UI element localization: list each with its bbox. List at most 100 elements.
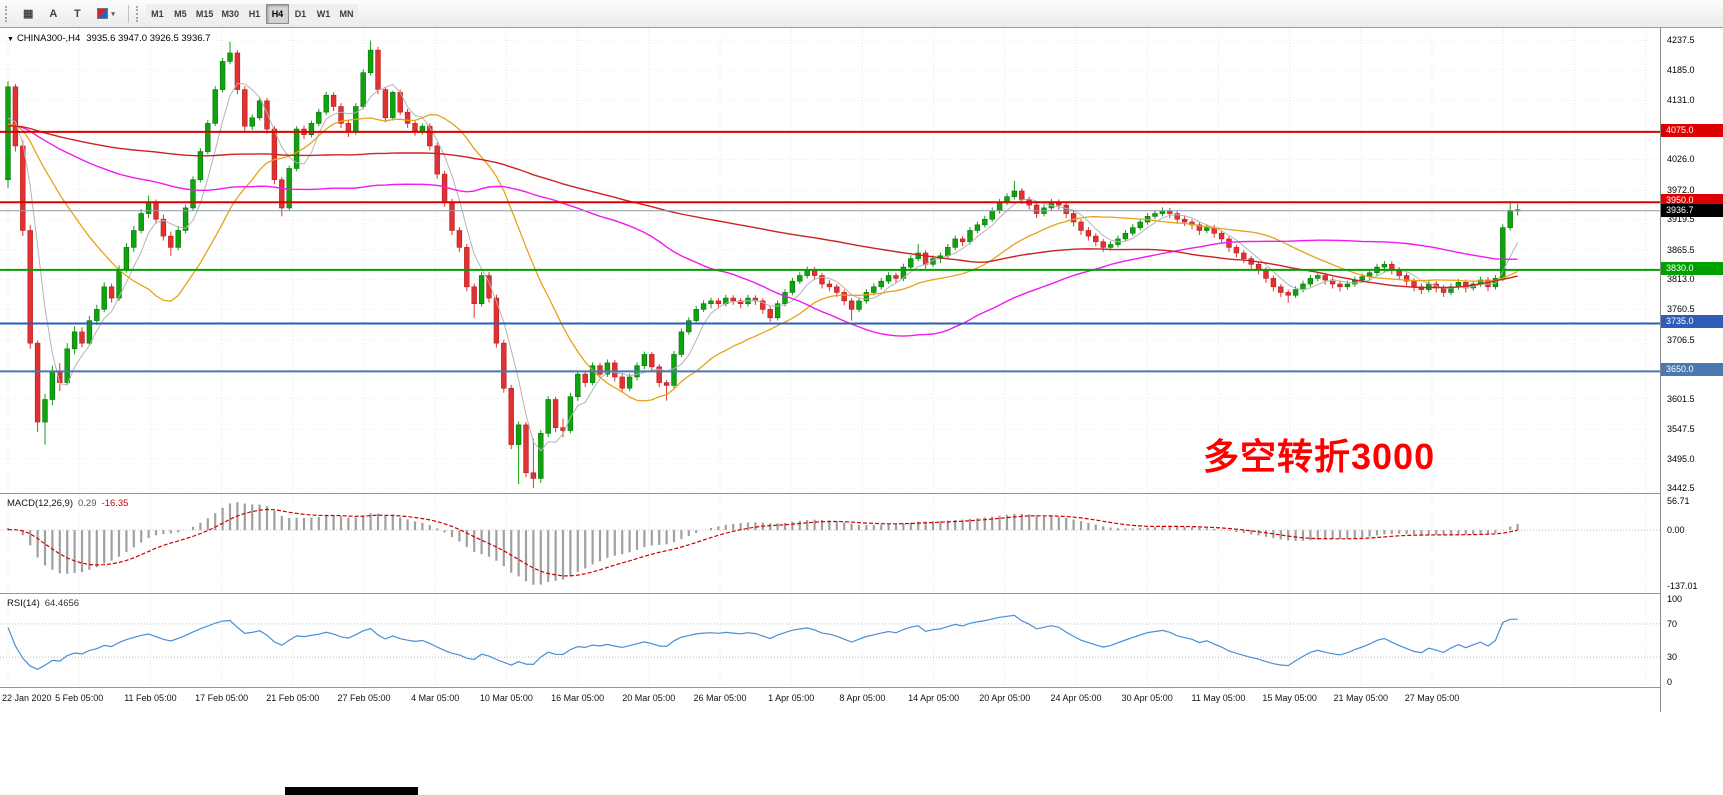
- time-tick: 27 May 05:00: [1404, 693, 1460, 703]
- price-line-badge: 3830.0: [1661, 261, 1723, 275]
- price-line-badge: 4075.0: [1661, 123, 1723, 137]
- time-tick: 21 Feb 05:00: [266, 693, 320, 703]
- time-tick: 4 Mar 05:00: [411, 693, 460, 703]
- price-tick: 3813.0: [1667, 274, 1695, 285]
- rsi-canvas[interactable]: [0, 594, 1660, 687]
- main-chart-canvas[interactable]: [0, 28, 1660, 493]
- time-tick: 21 May 05:00: [1333, 693, 1389, 703]
- rsi-axis-label: 30: [1667, 652, 1678, 663]
- timeframe-button-w1[interactable]: W1: [311, 3, 335, 24]
- time-tick: 11 May 05:00: [1191, 693, 1246, 703]
- time-tick: 1 Apr 05:00: [768, 693, 815, 703]
- price-tick: 4237.5: [1667, 35, 1695, 46]
- time-axis[interactable]: 22 Jan 2020 5 Feb 05:00 11 Feb 05:00 17 Feb…: [0, 688, 1660, 712]
- macd-axis-label: 56.71: [1667, 496, 1690, 506]
- chevron-down-icon: ▾: [111, 10, 115, 18]
- macd-signal-line: [8, 508, 1518, 577]
- timeframe-button-h1[interactable]: H1: [242, 3, 266, 24]
- draw-color-button[interactable]: ▾: [90, 4, 122, 24]
- macd-histogram-layer: [6, 502, 1519, 585]
- time-tick: 24 Apr 05:00: [1050, 693, 1102, 703]
- vertical-grid: [7, 494, 1647, 593]
- color-swatch-icon: [97, 8, 109, 19]
- last-price-badge: 3936.7: [1661, 203, 1723, 217]
- candles-layer: [5, 40, 1521, 488]
- chart-title: ▼ CHINA300-,H4 3935.6 3947.0 3926.5 3936.7: [7, 33, 210, 44]
- price-tick: 4131.0: [1667, 95, 1695, 106]
- time-tick: 10 Mar 05:00: [479, 693, 533, 703]
- ohlc-values: 3935.6 3947.0 3926.5 3936.7: [86, 33, 211, 44]
- horizontal-grid: [0, 39, 1660, 489]
- time-tick: 17 Feb 05:00: [195, 693, 249, 703]
- time-tick: 5 Feb 05:00: [55, 693, 104, 703]
- horizontal-lines-layer: [0, 130, 1660, 373]
- rsi-panel[interactable]: RSI(14) 64.4656: [0, 594, 1660, 688]
- time-tick: 27 Feb 05:00: [337, 693, 391, 703]
- macd-value-signal: -16.35: [101, 498, 129, 509]
- font-a-button[interactable]: A: [42, 4, 64, 24]
- main-chart-panel[interactable]: ▼ CHINA300-,H4 3935.6 3947.0 3926.5 3936.7…: [0, 28, 1660, 494]
- toolbar-grip[interactable]: [135, 5, 142, 22]
- time-tick: 8 Apr 05:00: [839, 693, 886, 703]
- price-tick: 3760.5: [1667, 304, 1695, 315]
- vertical-grid: [7, 594, 1647, 687]
- timeframe-button-mn[interactable]: MN: [334, 3, 358, 24]
- time-tick: 30 Apr 05:00: [1121, 693, 1173, 703]
- rsi-axis-label: 100: [1667, 594, 1683, 604]
- text-tool-button[interactable]: T: [66, 4, 88, 24]
- price-tick: 4026.0: [1667, 154, 1695, 165]
- chart-window-icon[interactable]: ▦: [16, 4, 40, 24]
- macd-label: MACD(12,26,9) 0.29 -16.35: [7, 498, 128, 509]
- symbol-timeframe-label: CHINA300-,H4: [16, 33, 81, 44]
- macd-panel[interactable]: MACD(12,26,9) 0.29 -16.35: [0, 494, 1660, 594]
- symbol-dropdown-icon[interactable]: ▼: [7, 36, 14, 43]
- taskbar-fragment: [285, 787, 418, 795]
- chart-annotation: 多空转折3000: [1203, 436, 1436, 477]
- timeframe-button-m1[interactable]: M1: [145, 3, 169, 24]
- price-tick: 3442.5: [1667, 483, 1695, 494]
- time-tick: 16 Mar 05:00: [551, 693, 605, 703]
- time-tick: 20 Apr 05:00: [979, 693, 1031, 703]
- toolbar-separator: [127, 4, 129, 23]
- vertical-grid: [7, 28, 1647, 493]
- price-tick: 3601.5: [1667, 393, 1695, 404]
- price-tick: 3865.5: [1667, 244, 1695, 255]
- macd-value-main: 0.29: [78, 498, 97, 509]
- timeframe-button-d1[interactable]: D1: [288, 3, 312, 24]
- price-tick: 3495.0: [1667, 453, 1695, 464]
- timeframe-button-m30[interactable]: M30: [217, 3, 243, 24]
- timeframe-button-m15[interactable]: M15: [191, 3, 218, 24]
- time-tick: 22 Jan 2020: [2, 693, 52, 703]
- timeframe-button-h4[interactable]: H4: [265, 3, 289, 24]
- rsi-name: RSI(14): [7, 598, 40, 609]
- time-tick: 14 Apr 05:00: [908, 693, 960, 703]
- price-tick: 3972.0: [1667, 184, 1695, 195]
- time-tick: 26 Mar 05:00: [693, 693, 747, 703]
- macd-name: MACD(12,26,9): [7, 498, 73, 509]
- toolbar: ▦ A T ▾ M1 M5 M15 M30 H1 H4 D1 W1 MN: [0, 0, 1723, 28]
- macd-canvas[interactable]: [0, 494, 1660, 593]
- timeframe-button-m5[interactable]: M5: [168, 3, 192, 24]
- rsi-line: [7, 614, 1518, 670]
- time-tick: 11 Feb 05:00: [124, 693, 177, 703]
- ma-magenta: [7, 124, 1518, 337]
- ma-red: [7, 125, 1518, 289]
- timeframe-toolbar: M1 M5 M15 M30 H1 H4 D1 W1 MN: [145, 3, 358, 24]
- rsi-label: RSI(14) 64.4656: [7, 598, 79, 609]
- rsi-axis-label: 0: [1667, 677, 1673, 687]
- price-tick: 3706.5: [1667, 334, 1695, 345]
- macd-axis-label: -137.01: [1667, 581, 1698, 591]
- price-tick: 3547.5: [1667, 424, 1695, 435]
- toolbar-grip[interactable]: [5, 5, 11, 22]
- rsi-axis-label: 70: [1667, 618, 1678, 629]
- price-tick: 4185.0: [1667, 64, 1695, 75]
- macd-axis-label: 0.00: [1667, 525, 1685, 536]
- time-tick: 15 May 05:00: [1262, 693, 1317, 703]
- price-tick: 3919.5: [1667, 214, 1695, 225]
- rsi-value: 64.4656: [44, 598, 80, 609]
- price-line-badge: 3735.0: [1661, 315, 1723, 329]
- price-axis[interactable]: 4237.5 4185.0 4131.0 4026.0 3972.0 3919.5 3865…: [1660, 28, 1723, 712]
- ma-orange: [7, 114, 1518, 402]
- ma-fast-gray: [7, 82, 1519, 452]
- time-tick: 20 Mar 05:00: [622, 693, 676, 703]
